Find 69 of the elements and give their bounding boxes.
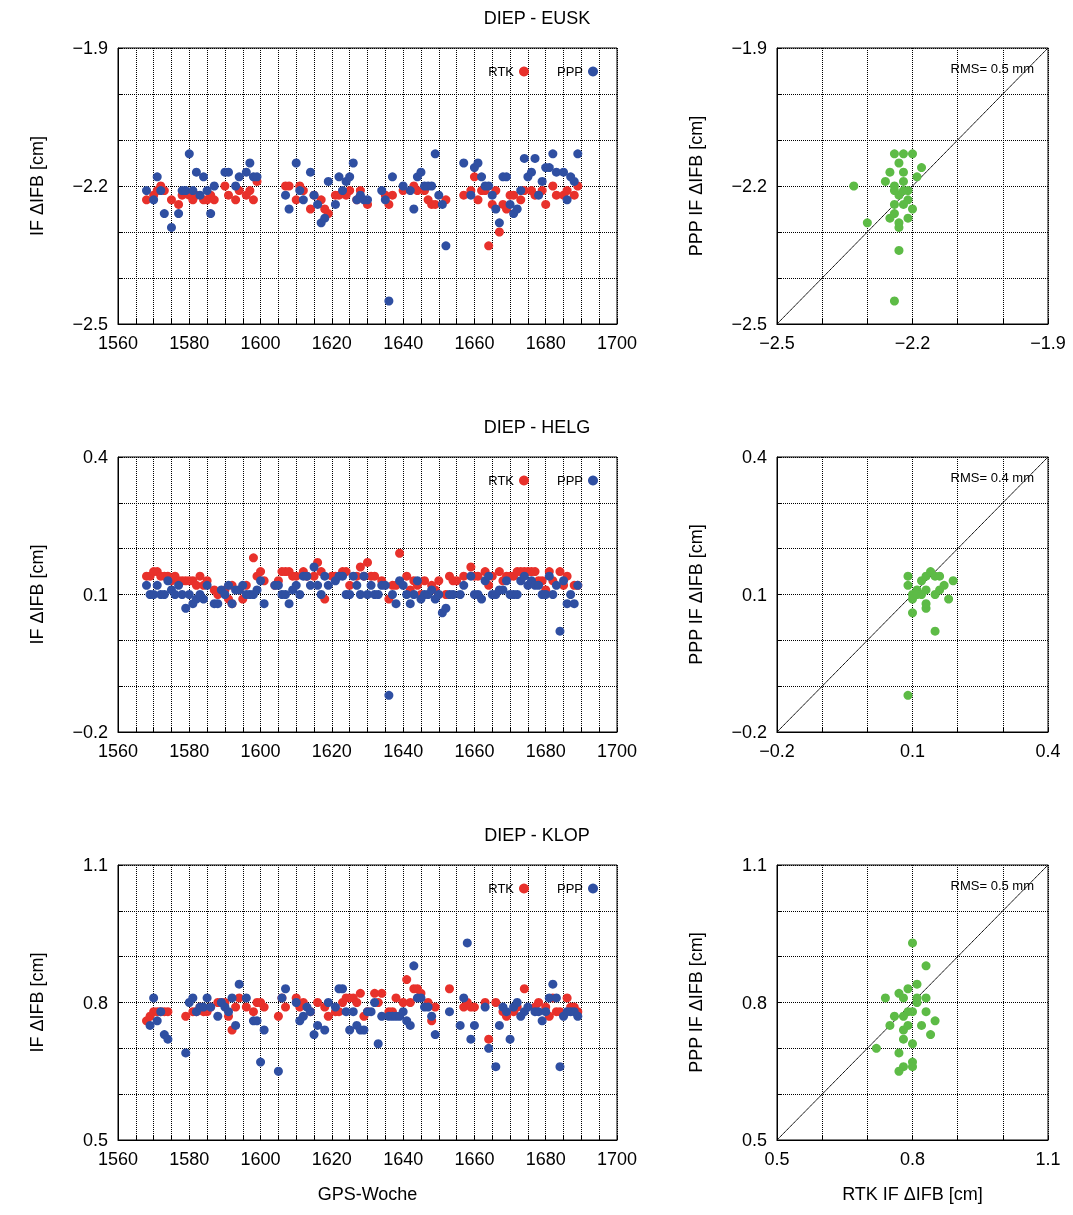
x-tick-label: 1640 bbox=[383, 333, 424, 353]
y-tick-label: 1.1 bbox=[741, 855, 767, 875]
x-tick-label: 1700 bbox=[596, 1149, 638, 1169]
x-tick-label: 1680 bbox=[525, 741, 566, 761]
annotation: RMS= 0.4 mm bbox=[950, 470, 1034, 485]
y-tick-label: 0.1 bbox=[82, 584, 108, 605]
x-tick-label: −1.9 bbox=[1030, 333, 1066, 353]
x-tick-label: 1580 bbox=[169, 741, 210, 761]
x-tick-label: −0.2 bbox=[759, 741, 795, 761]
x-tick-label: 0.5 bbox=[764, 1149, 790, 1169]
x-tick-label: −2.5 bbox=[759, 333, 795, 353]
y-tick-label: −2.5 bbox=[72, 314, 108, 334]
y-tick-label: −1.9 bbox=[731, 38, 767, 58]
legend-label: RTK bbox=[488, 473, 515, 488]
x-tick-label: 1660 bbox=[454, 1149, 495, 1169]
y-tick-label: 0.4 bbox=[82, 447, 108, 467]
y-axis-title: IF ΔIFB [cm] bbox=[27, 952, 47, 1053]
x-tick-label: 1640 bbox=[383, 1149, 424, 1169]
y-axis-title: PPP IF ΔIFB [cm] bbox=[686, 932, 706, 1073]
y-axis-title: IF ΔIFB [cm] bbox=[27, 544, 47, 645]
x-tick-label: 1620 bbox=[311, 333, 352, 353]
legend-label: RTK bbox=[488, 64, 515, 79]
x-tick-label: 1660 bbox=[454, 333, 495, 353]
y-tick-label: −2.2 bbox=[731, 176, 767, 196]
x-tick-label: 1680 bbox=[525, 333, 566, 353]
legend-label: RTK bbox=[488, 881, 515, 896]
x-tick-label: −2.2 bbox=[894, 333, 931, 353]
y-tick-label: 0.8 bbox=[82, 992, 108, 1013]
x-tick-label: 0.4 bbox=[1035, 741, 1061, 761]
y-axis-title: PPP IF ΔIFB [cm] bbox=[686, 524, 706, 665]
x-tick-label: 1700 bbox=[596, 741, 638, 761]
x-tick-label: 1580 bbox=[169, 1149, 210, 1169]
x-tick-label: 1600 bbox=[240, 333, 281, 353]
x-tick-label: 1640 bbox=[383, 741, 424, 761]
legend-label: PPP bbox=[556, 473, 583, 488]
x-axis-title: GPS-Woche bbox=[317, 1184, 418, 1204]
y-tick-label: −2.2 bbox=[72, 176, 108, 196]
y-axis-title: PPP IF ΔIFB [cm] bbox=[686, 115, 706, 257]
x-tick-label: 0.1 bbox=[899, 741, 926, 761]
chart-title: DIEP - EUSK bbox=[483, 8, 591, 28]
x-tick-label: 1620 bbox=[311, 741, 352, 761]
x-tick-label: 1680 bbox=[525, 1149, 566, 1169]
x-axis-title: RTK IF ΔIFB [cm] bbox=[842, 1184, 983, 1204]
x-tick-label: 0.8 bbox=[899, 1149, 926, 1169]
y-tick-label: 0.5 bbox=[741, 1130, 767, 1150]
x-tick-label: 1660 bbox=[454, 741, 495, 761]
x-tick-label: 1560 bbox=[97, 333, 139, 353]
y-tick-label: 0.8 bbox=[741, 992, 767, 1013]
y-tick-label: −2.5 bbox=[731, 314, 767, 334]
y-tick-label: 0.5 bbox=[82, 1130, 108, 1150]
y-tick-label: −1.9 bbox=[72, 38, 108, 58]
x-tick-label: 1600 bbox=[240, 741, 281, 761]
chart-title: DIEP - KLOP bbox=[484, 825, 590, 845]
x-tick-label: 1580 bbox=[169, 333, 210, 353]
x-tick-label: 1620 bbox=[311, 1149, 352, 1169]
legend-label: PPP bbox=[556, 64, 583, 79]
y-tick-label: 0.4 bbox=[741, 447, 767, 467]
y-axis-title: IF ΔIFB [cm] bbox=[27, 135, 47, 237]
x-tick-label: 1560 bbox=[97, 1149, 139, 1169]
y-tick-label: −0.2 bbox=[72, 722, 108, 742]
x-tick-label: 1700 bbox=[596, 333, 638, 353]
y-tick-label: 1.1 bbox=[82, 855, 108, 875]
legend-label: PPP bbox=[556, 881, 583, 896]
chart-title: DIEP - HELG bbox=[483, 417, 591, 437]
x-tick-label: 1.1 bbox=[1035, 1149, 1061, 1169]
y-tick-label: −0.2 bbox=[731, 722, 767, 742]
x-tick-label: 1600 bbox=[240, 1149, 281, 1169]
y-tick-label: 0.1 bbox=[741, 584, 767, 605]
x-tick-label: 1560 bbox=[97, 741, 139, 761]
